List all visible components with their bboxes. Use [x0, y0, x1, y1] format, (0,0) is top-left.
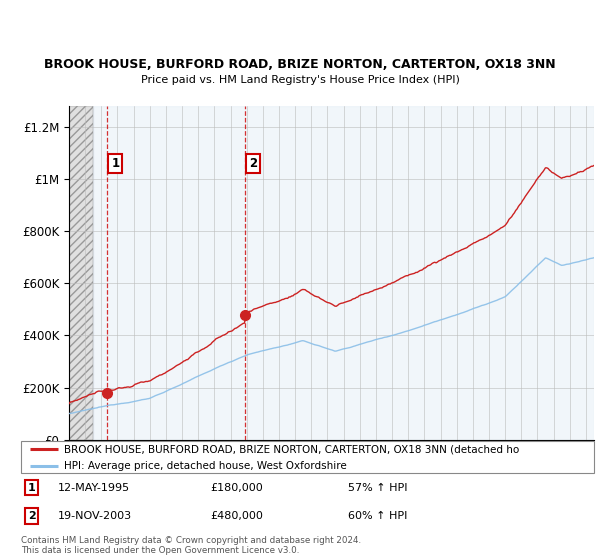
Text: BROOK HOUSE, BURFORD ROAD, BRIZE NORTON, CARTERTON, OX18 3NN (detached ho: BROOK HOUSE, BURFORD ROAD, BRIZE NORTON,…	[64, 445, 519, 455]
Text: Contains HM Land Registry data © Crown copyright and database right 2024.
This d: Contains HM Land Registry data © Crown c…	[21, 536, 361, 555]
Text: 60% ↑ HPI: 60% ↑ HPI	[347, 511, 407, 521]
Text: 57% ↑ HPI: 57% ↑ HPI	[347, 483, 407, 493]
Bar	[93, 106, 594, 440]
Text: 19-NOV-2003: 19-NOV-2003	[58, 511, 133, 521]
Text: £180,000: £180,000	[210, 483, 263, 493]
FancyBboxPatch shape	[21, 441, 594, 473]
Text: £480,000: £480,000	[210, 511, 263, 521]
Text: 2: 2	[249, 157, 257, 170]
Text: 1: 1	[28, 483, 35, 493]
Text: Price paid vs. HM Land Registry's House Price Index (HPI): Price paid vs. HM Land Registry's House …	[140, 74, 460, 85]
Text: 2: 2	[28, 511, 35, 521]
Bar	[69, 106, 93, 440]
Bar	[69, 106, 93, 440]
Text: BROOK HOUSE, BURFORD ROAD, BRIZE NORTON, CARTERTON, OX18 3NN: BROOK HOUSE, BURFORD ROAD, BRIZE NORTON,…	[44, 58, 556, 71]
Text: HPI: Average price, detached house, West Oxfordshire: HPI: Average price, detached house, West…	[64, 461, 347, 471]
Text: 1: 1	[111, 157, 119, 170]
Text: 12-MAY-1995: 12-MAY-1995	[58, 483, 130, 493]
